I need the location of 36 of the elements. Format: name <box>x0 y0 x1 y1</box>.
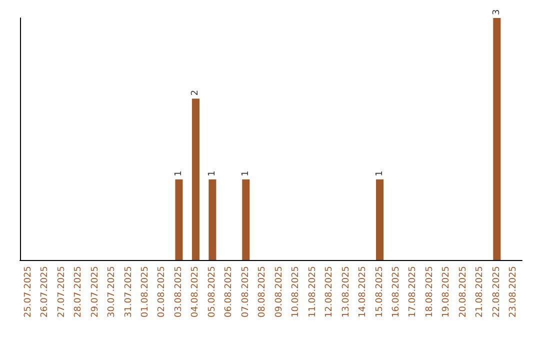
x-tick-label: 02.08.2025 <box>157 266 168 318</box>
x-tick-label: 06.08.2025 <box>224 266 234 318</box>
x-tick-label: 15.08.2025 <box>374 266 385 318</box>
data-label: 1 <box>240 170 251 176</box>
x-tick-label: 26.07.2025 <box>40 266 50 318</box>
data-label: 1 <box>374 170 385 176</box>
x-tick-label: 16.08.2025 <box>392 266 402 318</box>
x-tick-label: 01.08.2025 <box>140 266 150 318</box>
x-tick-label: 20.08.2025 <box>458 266 468 318</box>
x-tick-label: 03.08.2025 <box>174 266 184 318</box>
x-tick-label: 22.08.2025 <box>492 266 502 318</box>
x-tick-label: 11.08.2025 <box>308 266 318 318</box>
x-tick-label: 25.07.2025 <box>23 266 34 318</box>
x-tick-label: 14.08.2025 <box>358 266 368 318</box>
x-tick-label: 09.08.2025 <box>274 266 284 318</box>
x-tick-label: 07.08.2025 <box>240 266 251 318</box>
x-tick-label: 17.08.2025 <box>408 266 418 318</box>
data-label: 1 <box>207 170 218 176</box>
x-tick-label: 31.07.2025 <box>124 266 134 318</box>
x-tick-label: 23.08.2025 <box>508 266 519 318</box>
data-label: 1 <box>174 170 184 176</box>
x-tick-label: 21.08.2025 <box>475 266 486 318</box>
x-tick-label: 12.08.2025 <box>324 266 335 318</box>
x-tick-label: 08.08.2025 <box>258 266 268 318</box>
x-tick-label: 18.08.2025 <box>424 266 435 318</box>
x-tick-label: 19.08.2025 <box>442 266 452 318</box>
x-tick-label: 05.08.2025 <box>207 266 218 318</box>
x-tick-label: 10.08.2025 <box>291 266 302 318</box>
data-label: 3 <box>492 9 502 15</box>
x-tick-label: 13.08.2025 <box>341 266 352 318</box>
x-tick-label: 04.08.2025 <box>190 266 201 318</box>
x-tick-label: 29.07.2025 <box>90 266 100 318</box>
x-tick-label: 30.07.2025 <box>107 266 118 318</box>
x-tick-label: 27.07.2025 <box>56 266 67 318</box>
x-tick-label: 28.07.2025 <box>74 266 84 318</box>
data-label: 2 <box>190 90 201 96</box>
